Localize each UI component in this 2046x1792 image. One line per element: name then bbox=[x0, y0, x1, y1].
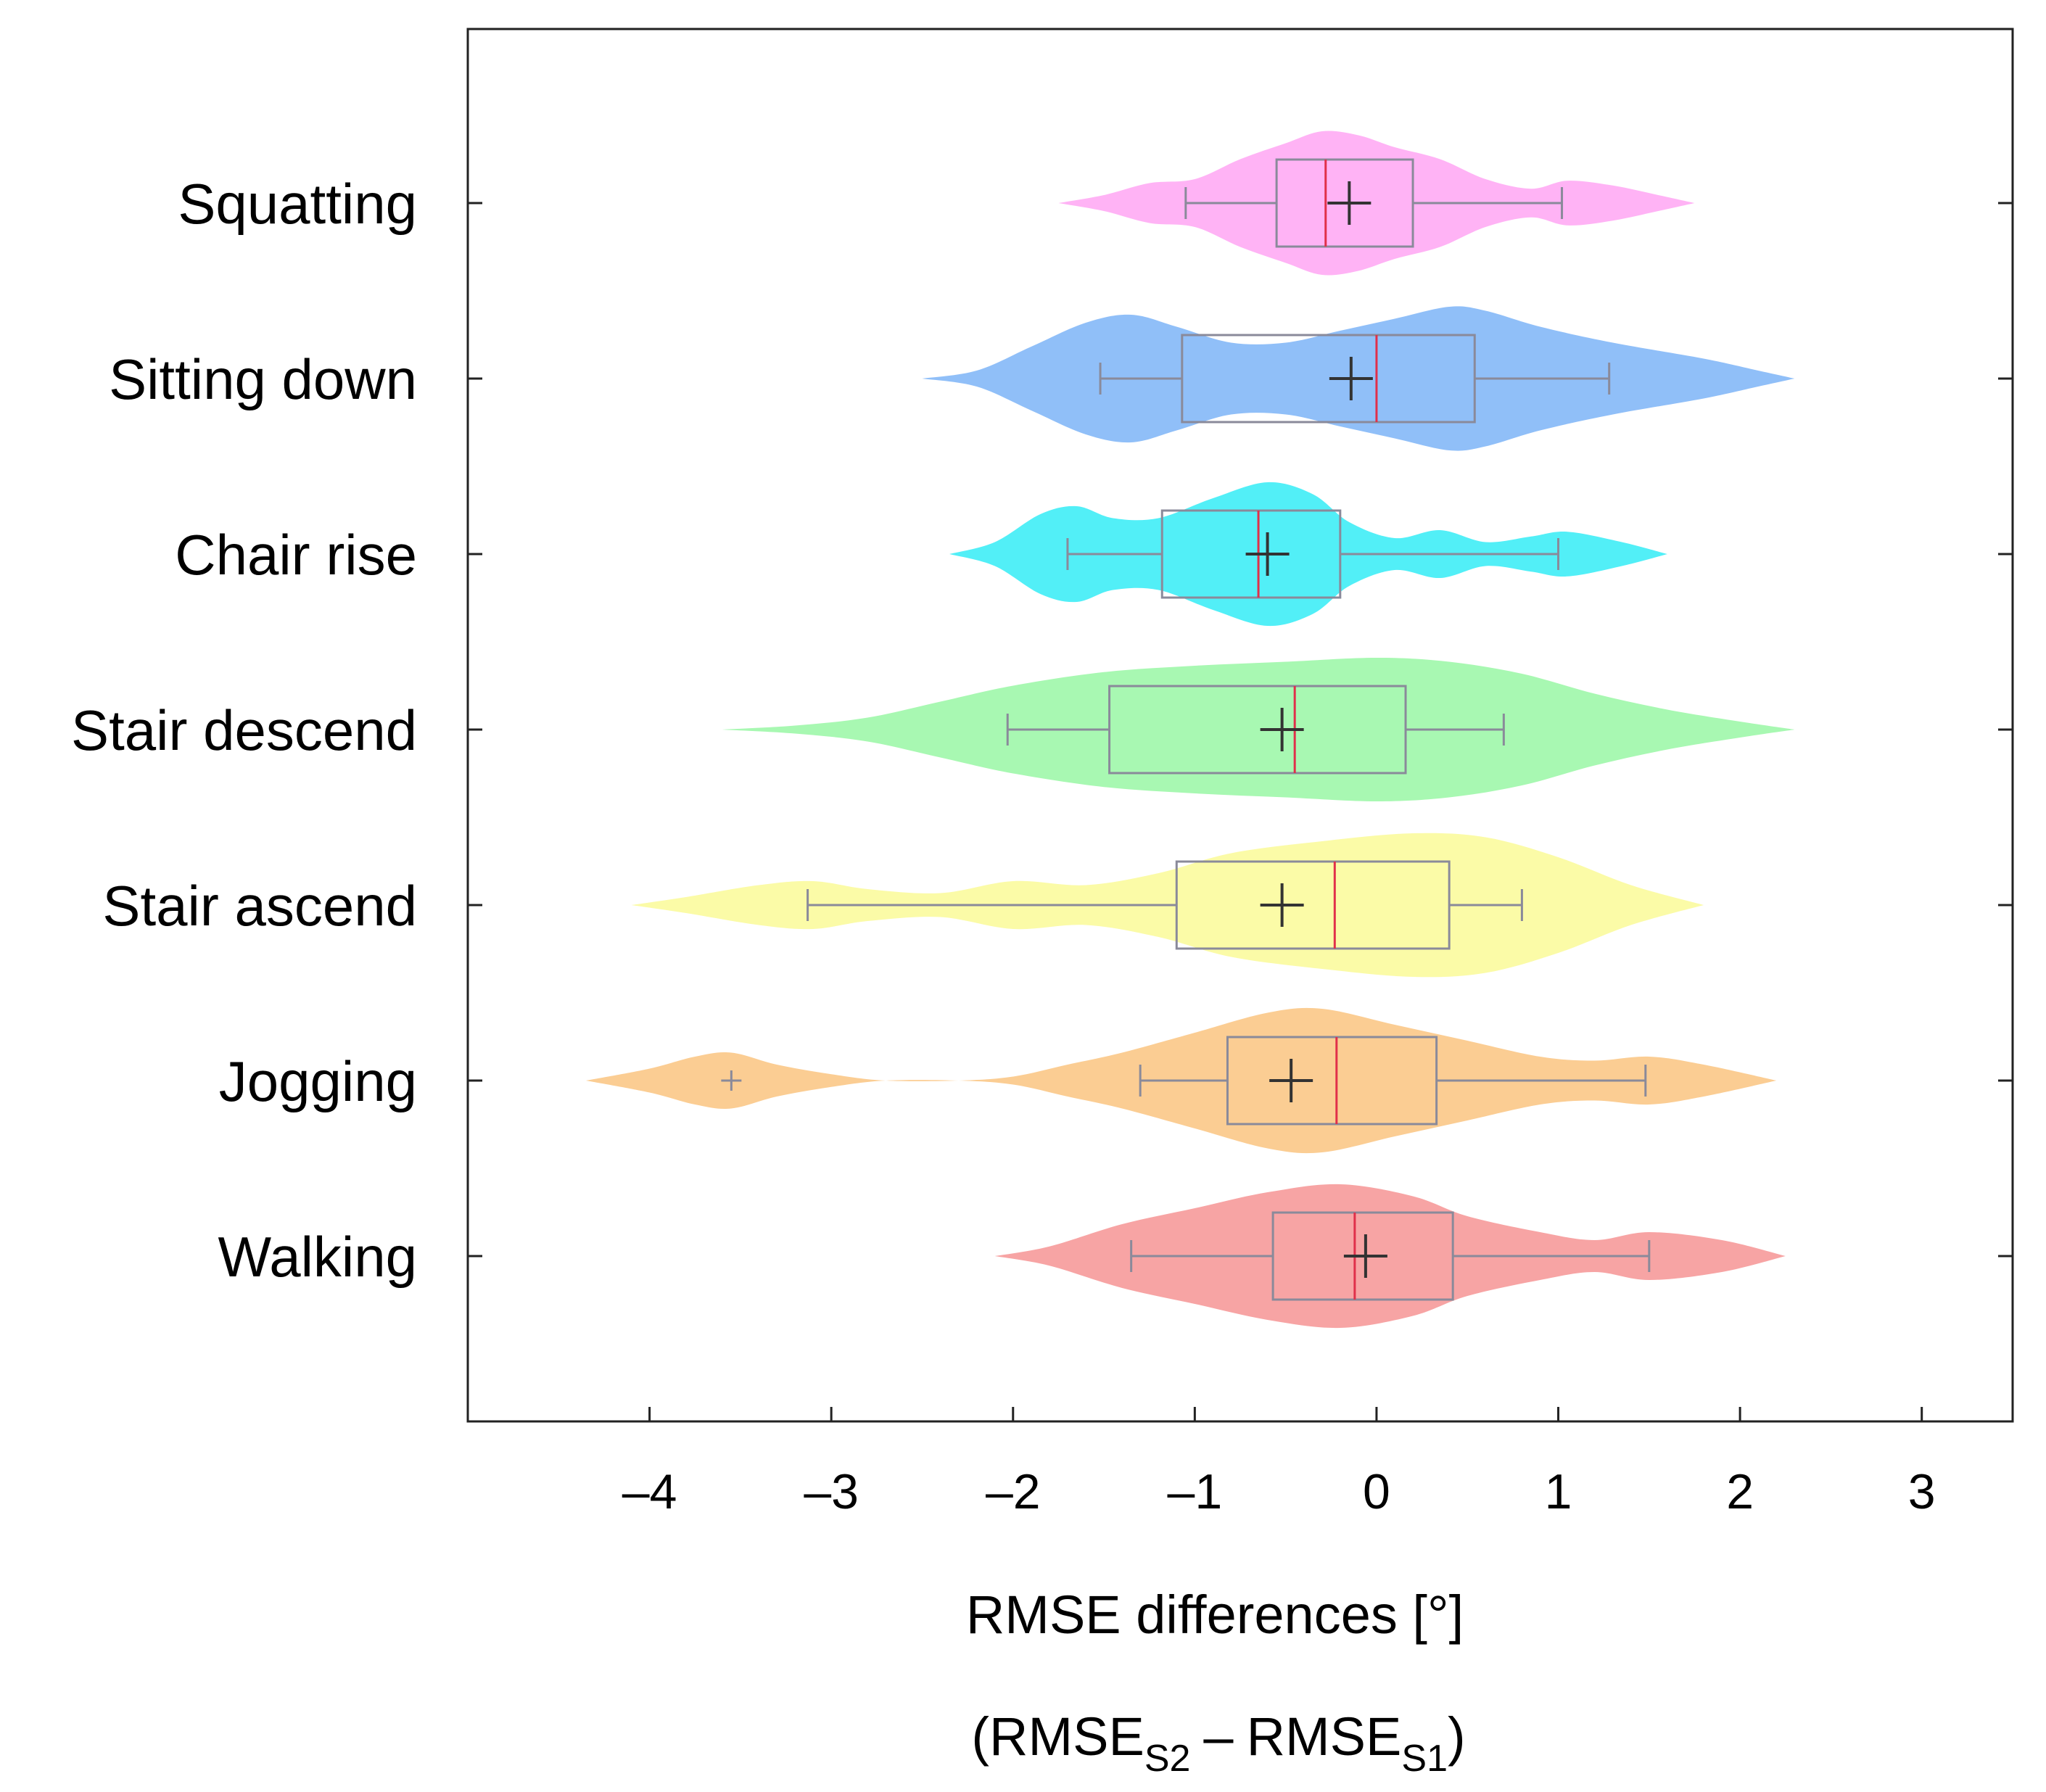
violin-squatting bbox=[1058, 131, 1695, 276]
box-layer bbox=[721, 158, 1651, 1301]
x-tick-label: 2 bbox=[1726, 1464, 1754, 1519]
x-tick-label: 0 bbox=[1363, 1464, 1390, 1519]
box-walking bbox=[1271, 1211, 1454, 1301]
x-tick-label: –3 bbox=[804, 1464, 859, 1519]
x-tick-label: –2 bbox=[986, 1464, 1041, 1519]
formula-sub2: S1 bbox=[1401, 1738, 1448, 1780]
box-sitting-down bbox=[1181, 334, 1476, 424]
formula-open: ( bbox=[971, 1706, 989, 1767]
x-tick-label: –1 bbox=[1168, 1464, 1223, 1519]
category-label-squatting: Squatting bbox=[178, 172, 417, 236]
box-chair-rise bbox=[1160, 509, 1342, 599]
violin-layer bbox=[585, 131, 1795, 1329]
category-label-stair-ascend: Stair ascend bbox=[102, 874, 417, 938]
formula-term1: RMSE bbox=[989, 1706, 1144, 1767]
x-tick-label: 1 bbox=[1545, 1464, 1572, 1519]
x-tick-label: 3 bbox=[1908, 1464, 1936, 1519]
formula-close: ) bbox=[1448, 1706, 1466, 1767]
plot-frame bbox=[466, 28, 2014, 1423]
category-label-jogging: Jogging bbox=[219, 1049, 417, 1113]
violin-walking bbox=[994, 1184, 1786, 1329]
box-stair-descend bbox=[1108, 685, 1407, 775]
box-squatting bbox=[1275, 158, 1414, 248]
formula-sub1: S2 bbox=[1144, 1738, 1191, 1780]
x-axis-formula: (RMSES2– RMSES1) bbox=[971, 1706, 1465, 1780]
category-label-sitting-down: Sitting down bbox=[109, 347, 417, 411]
formula-term2: RMSE bbox=[1247, 1706, 1402, 1767]
tick-layer bbox=[468, 202, 2013, 1421]
formula-minus: – bbox=[1203, 1706, 1234, 1767]
category-label-chair-rise: Chair rise bbox=[175, 523, 417, 587]
violin-chair-rise bbox=[949, 482, 1667, 627]
x-tick-label: –4 bbox=[622, 1464, 677, 1519]
category-label-stair-descend: Stair descend bbox=[71, 698, 417, 762]
label-layer: –4 –3 –2 –1 0 1 2 3 Squatting Sitting down Chair r… bbox=[71, 172, 1936, 1519]
box-jogging bbox=[1226, 1036, 1438, 1126]
box-stair-ascend bbox=[1175, 860, 1451, 950]
violin-stair-descend bbox=[722, 658, 1795, 801]
x-axis-title: RMSE differences [°] bbox=[966, 1585, 1464, 1645]
category-label-walking: Walking bbox=[218, 1225, 417, 1289]
